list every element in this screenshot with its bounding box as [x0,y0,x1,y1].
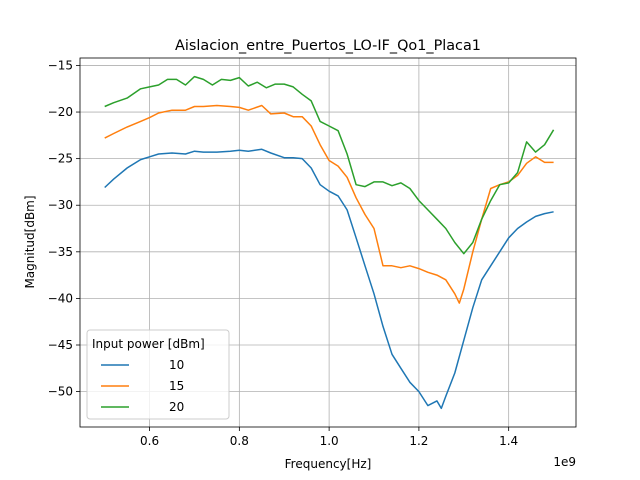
legend: Input power [dBm] 10 15 20 [86,329,230,420]
legend-entries: 10 15 20 [101,358,184,414]
y-tick-label: −40 [48,291,73,305]
legend-title: Input power [dBm] [92,337,205,351]
series-line-10 [104,148,554,410]
y-tick-label: −50 [48,385,73,399]
series-line-15 [104,104,554,304]
x-axis-offset-label: 1e9 [553,455,576,469]
y-tick-label: −30 [48,198,73,212]
legend-box [86,329,230,420]
legend-label-15: 15 [169,379,184,393]
x-tick-label: 1.2 [409,434,428,448]
y-tick-label: −20 [48,105,73,119]
x-tick-label: 1.0 [320,434,339,448]
legend-label-10: 10 [169,358,184,372]
y-axis: −15 −20 −25 −30 −35 −40 −45 −50 [48,58,80,399]
y-tick-label: −15 [48,58,73,72]
plot-frame [79,57,577,428]
series-layer [104,75,555,410]
y-tick-label: −45 [48,338,73,352]
x-tick-label: 0.6 [140,434,159,448]
chart-title: Aislacion_entre_Puertos_LO-IF_Qo1_Placa1 [175,38,481,54]
x-tick-label: 1.4 [499,434,518,448]
y-axis-label: Magnitud[dBm] [23,195,37,288]
x-axis-label: Frequency[Hz] [285,457,372,471]
legend-label-20: 20 [169,400,184,414]
grid [80,58,576,427]
y-tick-label: −35 [48,245,73,259]
y-tick-label: −25 [48,152,73,166]
series-line-20 [104,75,555,255]
x-axis: 0.6 0.8 1.0 1.2 1.4 [140,427,518,448]
x-tick-label: 0.8 [230,434,249,448]
